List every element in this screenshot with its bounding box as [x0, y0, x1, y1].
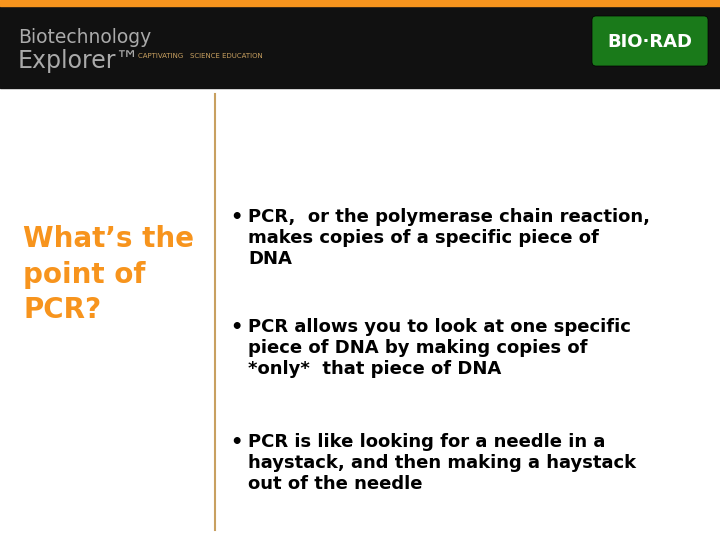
Text: PCR allows you to look at one specific: PCR allows you to look at one specific	[248, 318, 631, 336]
Bar	[0, 0, 720, 6]
Text: PCR is like looking for a needle in a: PCR is like looking for a needle in a	[248, 433, 606, 451]
Text: piece of DNA by making copies of: piece of DNA by making copies of	[248, 339, 588, 357]
Text: DNA: DNA	[248, 250, 292, 268]
Text: haystack, and then making a haystack: haystack, and then making a haystack	[248, 454, 636, 472]
Bar	[0, 6, 720, 88]
Text: CAPTIVATING   SCIENCE EDUCATION: CAPTIVATING SCIENCE EDUCATION	[138, 53, 263, 59]
Text: *only*  that piece of DNA: *only* that piece of DNA	[248, 360, 501, 378]
FancyBboxPatch shape	[592, 16, 708, 66]
Text: What’s the
point of
PCR?: What’s the point of PCR?	[23, 225, 194, 325]
Text: out of the needle: out of the needle	[248, 475, 423, 493]
Text: •: •	[230, 208, 243, 227]
Text: Biotechnology: Biotechnology	[18, 28, 151, 47]
Text: •: •	[230, 318, 243, 337]
Text: PCR,  or the polymerase chain reaction,: PCR, or the polymerase chain reaction,	[248, 208, 650, 226]
Bar	[0, 88, 720, 540]
Text: •: •	[230, 433, 243, 452]
Text: makes copies of a specific piece of: makes copies of a specific piece of	[248, 229, 599, 247]
Text: Explorer™: Explorer™	[18, 49, 140, 73]
Text: BIO·RAD: BIO·RAD	[608, 33, 693, 51]
